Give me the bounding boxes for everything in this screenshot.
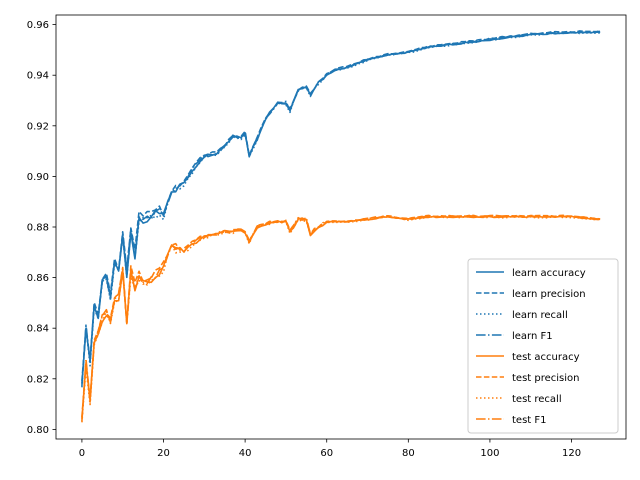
- legend-label: test F1: [512, 415, 547, 426]
- legend-label: test accuracy: [512, 352, 580, 363]
- y-tick-label: 0.84: [27, 324, 49, 335]
- y-tick-label: 0.90: [27, 172, 49, 183]
- series-line-learn-f1: [81, 30, 601, 387]
- x-tick-label: 100: [480, 448, 499, 459]
- legend-label: learn recall: [512, 310, 568, 321]
- legend: learn accuracy learn precision learn recal…: [467, 258, 619, 434]
- axes: 0 20 40 60 80 100 120 0.80 0.82 0.84 0.86 0.88 0.90…: [27, 14, 627, 459]
- x-tick-label: 40: [239, 448, 252, 459]
- x-tick-label: 80: [402, 448, 415, 459]
- legend-label: learn F1: [512, 331, 553, 342]
- legend-label: test recall: [512, 394, 562, 405]
- y-tick-label: 0.82: [27, 374, 49, 385]
- legend-label: learn precision: [512, 289, 586, 300]
- series-lines: [81, 30, 601, 423]
- x-tick-label: 60: [320, 448, 333, 459]
- y-tick-label: 0.86: [27, 273, 49, 284]
- y-tick-label: 0.88: [27, 223, 49, 234]
- legend-box: [467, 258, 619, 434]
- x-axis: 0 20 40 60 80 100 120: [79, 439, 581, 459]
- y-tick-label: 0.94: [27, 71, 49, 82]
- y-tick-label: 0.92: [27, 121, 49, 132]
- y-axis: 0.80 0.82 0.84 0.86 0.88 0.90 0.92 0.94 0.96: [27, 20, 56, 436]
- series-line-test-f1: [81, 215, 601, 422]
- x-tick-label: 0: [79, 448, 85, 459]
- x-tick-label: 20: [157, 448, 170, 459]
- legend-label: test precision: [512, 373, 580, 384]
- y-tick-label: 0.96: [27, 20, 49, 31]
- legend-label: learn accuracy: [512, 268, 586, 279]
- series-line-test-recall: [81, 215, 601, 423]
- x-tick-label: 120: [562, 448, 581, 459]
- y-tick-label: 0.80: [27, 425, 49, 436]
